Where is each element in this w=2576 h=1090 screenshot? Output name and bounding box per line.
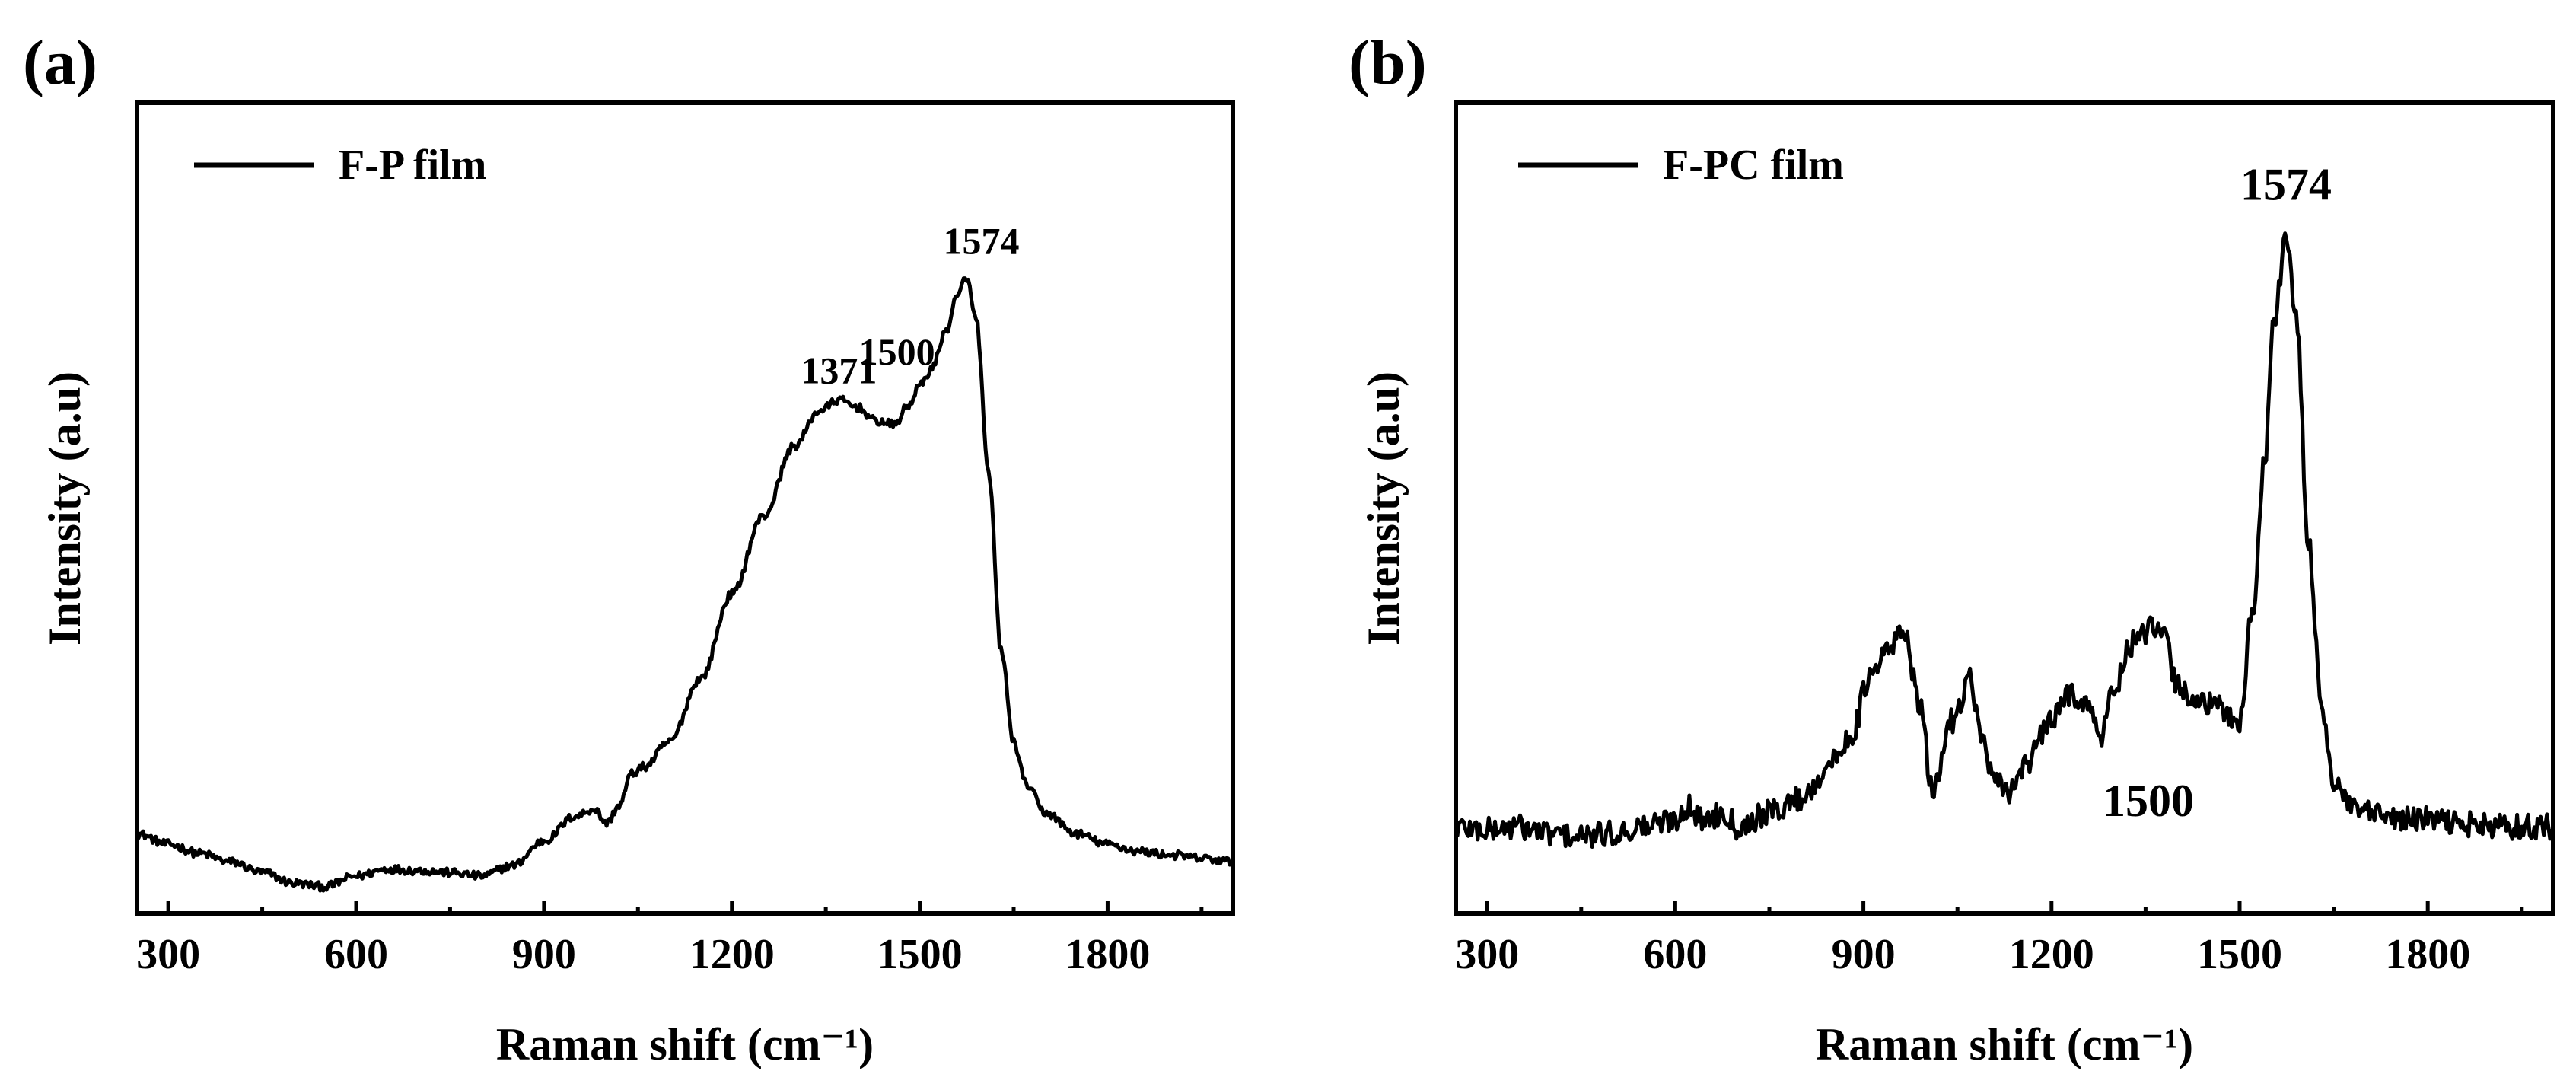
- peak-label-1574: 1574: [943, 219, 1019, 262]
- x-tick-label: 1500: [877, 931, 963, 978]
- x-ticks-a: [166, 901, 1204, 913]
- x-ticks-b: [1485, 901, 2524, 913]
- x-tick-labels-a: 300 600 900 1200 1500 1800: [136, 931, 1150, 978]
- x-tick-label: 300: [1455, 931, 1519, 978]
- x-axis-title-b: Raman shift (cm⁻¹): [1816, 1019, 2193, 1069]
- legend-label-a: F-P film: [339, 142, 486, 189]
- x-tick-label: 1800: [2385, 931, 2470, 978]
- x-axis-title-a: Raman shift (cm⁻¹): [496, 1019, 874, 1069]
- panel-label-a: (a): [23, 27, 97, 98]
- x-tick-label: 900: [512, 931, 576, 978]
- panel-label-b: (b): [1348, 27, 1427, 98]
- plot-frame-a: [135, 100, 1235, 916]
- y-axis-title-b: Intensity (a.u): [1358, 371, 1409, 645]
- x-tick-label: 1200: [689, 931, 775, 978]
- x-tick-label: 1200: [2009, 931, 2094, 978]
- peak-label-1371: 1371: [801, 349, 877, 391]
- x-tick-label: 900: [1832, 931, 1896, 978]
- peak-annotations-b: 1500 1574: [2103, 160, 2332, 826]
- x-tick-label: 600: [324, 931, 388, 978]
- peak-label-1500: 1500: [2103, 776, 2194, 826]
- y-axis-title-a: Intensity (a.u): [40, 371, 90, 645]
- legend-label-b: F-PC film: [1663, 142, 1844, 189]
- x-tick-label: 300: [136, 931, 200, 978]
- x-tick-label: 1500: [2197, 931, 2282, 978]
- x-tick-label: 1800: [1065, 931, 1150, 978]
- plot-frame-b: [1454, 100, 2555, 916]
- x-tick-label: 600: [1643, 931, 1707, 978]
- x-tick-labels-b: 300 600 900 1200 1500 1800: [1455, 931, 2470, 978]
- series-line-f-p-film: [136, 276, 1234, 893]
- panel-b: (b) 300 600 900 1200 1500 1800 1500 1574 F-PC …: [1348, 27, 2555, 1069]
- series-line-f-pc-film: [1454, 231, 2555, 849]
- peak-label-1500: 1500: [859, 330, 935, 373]
- peak-label-1574: 1574: [2240, 160, 2332, 210]
